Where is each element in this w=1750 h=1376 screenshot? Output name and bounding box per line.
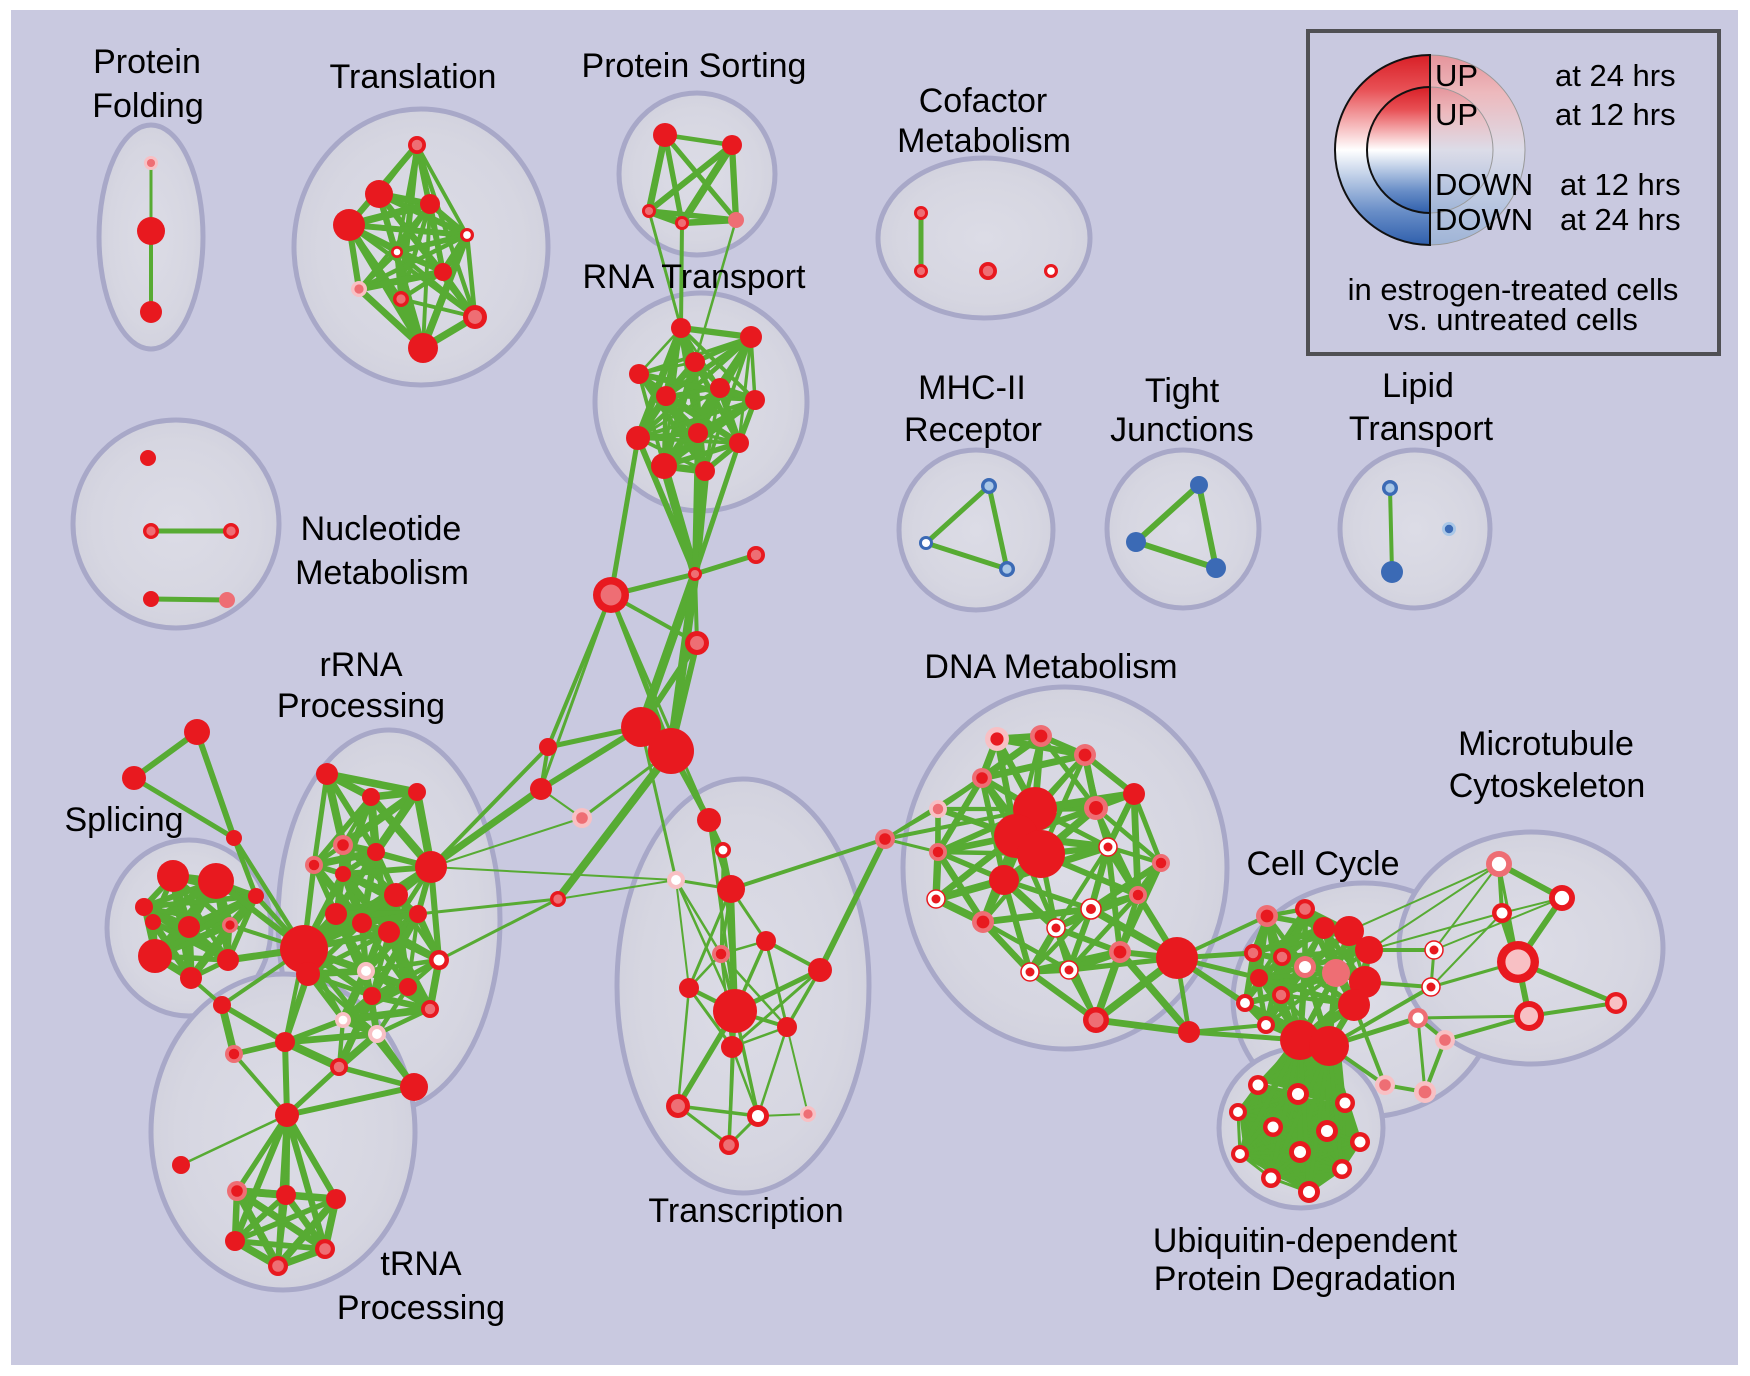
svg-text:Cell Cycle: Cell Cycle: [1246, 845, 1399, 883]
svg-text:Microtubule: Microtubule: [1458, 725, 1634, 763]
svg-text:Processing: Processing: [337, 1289, 505, 1327]
svg-text:UP: UP: [1435, 97, 1478, 132]
svg-text:Nucleotide: Nucleotide: [301, 510, 462, 548]
svg-text:Protein: Protein: [93, 43, 201, 81]
svg-text:in estrogen-treated cells: in estrogen-treated cells: [1348, 272, 1679, 307]
svg-text:at 12 hrs: at 12 hrs: [1560, 167, 1681, 202]
svg-text:RNA Transport: RNA Transport: [583, 258, 807, 296]
svg-text:at 24 hrs: at 24 hrs: [1555, 58, 1676, 93]
svg-text:Ubiquitin-dependent: Ubiquitin-dependent: [1153, 1222, 1458, 1260]
svg-text:Transcription: Transcription: [648, 1192, 843, 1230]
svg-text:at 12 hrs: at 12 hrs: [1555, 97, 1676, 132]
svg-text:Splicing: Splicing: [64, 801, 183, 839]
svg-text:Lipid: Lipid: [1382, 367, 1454, 405]
svg-text:MHC-II: MHC-II: [918, 369, 1026, 407]
svg-text:Protein Sorting: Protein Sorting: [582, 47, 807, 85]
svg-text:Translation: Translation: [330, 58, 497, 96]
svg-text:UP: UP: [1435, 58, 1478, 93]
svg-text:DNA Metabolism: DNA Metabolism: [924, 648, 1177, 686]
svg-text:Folding: Folding: [92, 87, 204, 125]
svg-text:at 24 hrs: at 24 hrs: [1560, 202, 1681, 237]
svg-text:Tight: Tight: [1145, 372, 1220, 410]
svg-text:Transport: Transport: [1349, 410, 1494, 448]
svg-text:vs. untreated cells: vs. untreated cells: [1388, 302, 1638, 337]
svg-text:tRNA: tRNA: [380, 1245, 462, 1283]
svg-text:Receptor: Receptor: [904, 411, 1042, 449]
svg-text:Cytoskeleton: Cytoskeleton: [1449, 767, 1646, 805]
svg-text:Metabolism: Metabolism: [295, 554, 469, 592]
svg-text:Protein Degradation: Protein Degradation: [1154, 1260, 1456, 1298]
svg-text:DOWN: DOWN: [1435, 167, 1533, 202]
svg-text:Processing: Processing: [277, 687, 445, 725]
svg-text:Metabolism: Metabolism: [897, 122, 1071, 160]
svg-text:DOWN: DOWN: [1435, 202, 1533, 237]
svg-text:rRNA: rRNA: [319, 646, 402, 684]
svg-text:Junctions: Junctions: [1110, 411, 1254, 449]
svg-text:Cofactor: Cofactor: [919, 82, 1048, 120]
